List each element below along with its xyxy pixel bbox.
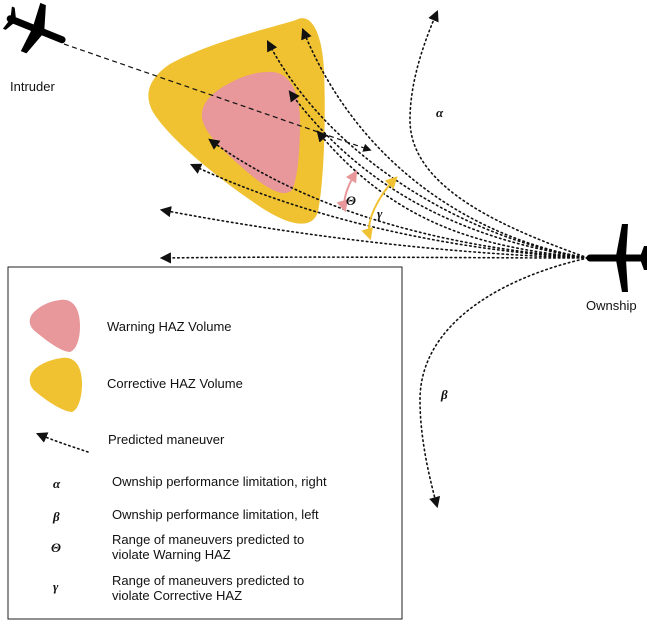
beta-limit-arc (419, 257, 589, 509)
legend-alpha-symbol: α (53, 476, 61, 491)
legend-predicted-text: Predicted maneuver (108, 432, 225, 447)
warning-haz-volume (201, 71, 300, 194)
gamma-range-arc (361, 176, 398, 241)
predicted-maneuver-7 (159, 206, 589, 259)
theta-label: Θ (346, 193, 356, 208)
legend-frame (7, 266, 403, 620)
predicted-maneuver-8 (159, 252, 589, 264)
predicted-maneuver-1 (301, 27, 589, 259)
intruder-track (63, 43, 372, 152)
legend-beta-text: Ownship performance limitation, left (112, 507, 319, 522)
theta-range-arc (336, 169, 358, 213)
alpha-label: α (436, 105, 444, 120)
legend-warning-text: Warning HAZ Volume (107, 319, 232, 334)
legend-corrective-text: Corrective HAZ Volume (107, 376, 243, 391)
intruder-label: Intruder (10, 79, 55, 94)
legend: Warning HAZ Volume Corrective HAZ Volume… (7, 266, 403, 620)
legend-warning-swatch (29, 299, 80, 352)
legend-gamma-symbol: γ (53, 579, 59, 594)
legend-theta-symbol: Θ (51, 540, 61, 555)
legend-beta-symbol: β (52, 509, 60, 524)
legend-theta-text-2: violate Warning HAZ (112, 547, 231, 562)
legend-theta-text-1: Range of maneuvers predicted to (112, 532, 304, 547)
predicted-maneuver-2 (266, 40, 589, 259)
legend-gamma-text-1: Range of maneuvers predicted to (112, 573, 304, 588)
beta-label: β (440, 387, 448, 402)
alpha-limit-arc (409, 9, 589, 259)
gamma-label: γ (377, 206, 383, 221)
legend-alpha-text: Ownship performance limitation, right (112, 474, 327, 489)
ownship-label: Ownship (586, 298, 637, 313)
legend-corrective-swatch (29, 357, 82, 412)
legend-gamma-text-2: violate Corrective HAZ (112, 588, 242, 603)
predicted-maneuver-3 (288, 90, 589, 259)
ownship-airplane-icon (586, 224, 647, 292)
predicted-maneuver-4 (316, 130, 589, 259)
intruder-airplane-icon (2, 2, 66, 54)
legend-predicted-dotted-arrow-icon (35, 432, 89, 453)
